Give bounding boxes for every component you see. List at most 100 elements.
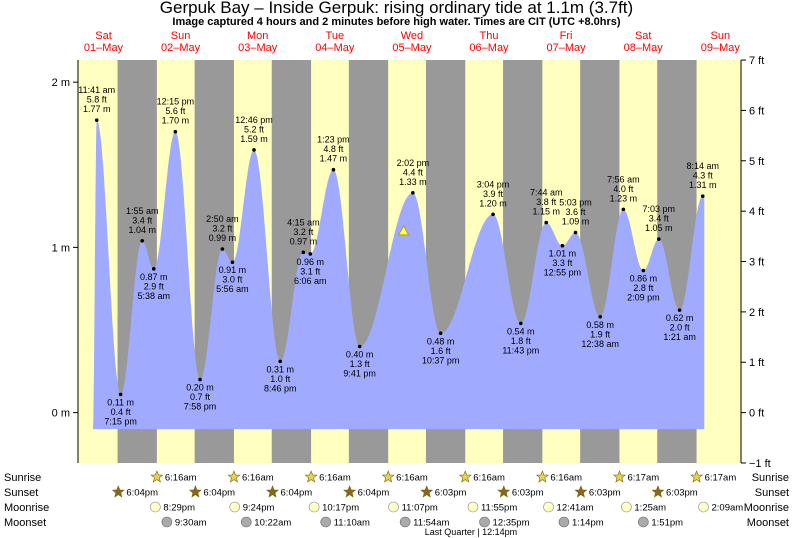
moonset-icon — [320, 516, 332, 528]
sunset-row-label-right: Sunset — [755, 487, 789, 499]
moonrise-icon — [229, 501, 241, 513]
sunrise-icon — [613, 470, 626, 483]
sunrise-time: 6:17am — [627, 473, 659, 484]
extreme-label: 0.31 m — [266, 364, 294, 374]
extreme-label: 4:15 am — [287, 217, 320, 227]
extreme-label: 3.4 ft — [649, 214, 670, 224]
extreme-label: 8:46 pm — [264, 383, 297, 393]
extreme-label: 1.33 m — [399, 177, 427, 187]
extreme-label: 1.6 ft — [431, 346, 452, 356]
extreme-label: 4.8 ft — [323, 144, 344, 154]
extreme-label: 3.4 ft — [132, 215, 153, 225]
extreme-label: 0.97 m — [290, 236, 318, 246]
extreme-label: 1.9 ft — [590, 329, 611, 339]
extreme-label: 2:50 am — [206, 214, 239, 224]
sunrise-time: 6:16am — [319, 473, 351, 484]
right-tick-label: 0 ft — [749, 408, 764, 420]
extreme-point — [357, 344, 362, 349]
extreme-label: 0.40 m — [346, 350, 374, 360]
extreme-label: 1:23 pm — [317, 135, 350, 145]
day-name: Sun — [171, 30, 191, 42]
extreme-label: 3.2 ft — [293, 227, 314, 237]
sunrise-row-label: Sunrise — [4, 472, 41, 484]
day-date: 02–May — [161, 42, 201, 54]
extreme-point — [560, 243, 565, 248]
sunrise-time: 6:16am — [550, 473, 582, 484]
extreme-label: 1.0 ft — [270, 374, 291, 384]
moonrise-icon — [308, 501, 320, 513]
extreme-label: 5.2 ft — [244, 124, 265, 134]
moonset-row-label-right: Moonset — [747, 517, 789, 529]
right-tick-label: 6 ft — [749, 105, 764, 117]
day-name: Sat — [635, 30, 652, 42]
moonset-icon — [399, 516, 411, 528]
extreme-label: 1.8 ft — [511, 336, 532, 346]
extreme-label: 2.0 ft — [670, 323, 691, 333]
day-name: Thu — [480, 30, 499, 42]
extreme-label: 1.31 m — [689, 180, 717, 190]
extreme-label: 7:15 pm — [104, 416, 137, 426]
sunset-time: 6:04pm — [126, 488, 158, 499]
sunset-time: 6:03pm — [589, 488, 621, 499]
extreme-point — [308, 252, 313, 256]
sunset-time: 6:04pm — [358, 488, 390, 499]
day-date: 03–May — [238, 42, 278, 54]
sunrise-time: 6:16am — [396, 473, 428, 484]
extreme-point — [598, 314, 602, 319]
extreme-label: 1.15 m — [532, 207, 560, 217]
extreme-label: 2:02 pm — [397, 158, 430, 168]
right-tick-label: 5 ft — [749, 156, 764, 168]
sunset-icon — [111, 485, 125, 498]
extreme-label: 0.62 m — [666, 313, 694, 323]
extreme-point — [700, 194, 705, 198]
moonrise-icon — [621, 501, 632, 513]
sunrise-time: 6:16am — [242, 473, 274, 484]
moonset-icon — [638, 516, 649, 528]
extreme-label: 1.01 m — [549, 249, 577, 259]
extreme-label: 3:04 pm — [477, 179, 510, 189]
moonrise-time: 11:55pm — [481, 503, 517, 514]
extreme-point — [220, 247, 225, 251]
moonset-row-label: Moonset — [4, 517, 46, 529]
day-name: Mon — [247, 30, 268, 42]
right-tick-label: −1 ft — [749, 458, 771, 470]
moon-phase-note: Last Quarter | 12:14pm — [425, 527, 517, 537]
extreme-label: 11:41 am — [78, 85, 115, 95]
moonrise-time: 1:25am — [634, 503, 666, 514]
extreme-label: 7:03 pm — [643, 204, 676, 214]
sunset-time: 6:03pm — [512, 488, 544, 499]
extreme-label: 3.0 ft — [222, 275, 243, 285]
sunrise-row-label-right: Sunrise — [752, 472, 789, 484]
extreme-label: 1.04 m — [128, 225, 156, 235]
moonrise-icon — [698, 501, 709, 513]
extreme-label: 0.99 m — [209, 233, 237, 243]
day-date: 08–May — [624, 42, 664, 54]
sunset-time: 6:04pm — [281, 488, 313, 499]
extreme-label: 0.86 m — [630, 274, 658, 284]
sunset-row-label: Sunset — [4, 487, 38, 499]
sunset-icon — [343, 485, 357, 498]
day-date: 06–May — [469, 42, 509, 54]
extreme-point — [411, 191, 415, 195]
extreme-label: 3.9 ft — [483, 189, 504, 199]
extreme-label: 5.6 ft — [165, 106, 186, 116]
extreme-point — [438, 331, 443, 336]
extreme-label: 12:38 am — [581, 339, 619, 349]
extreme-label: 7:58 pm — [184, 402, 217, 412]
sunset-icon — [188, 485, 202, 498]
sunset-icon — [497, 485, 511, 498]
day-date: 07–May — [547, 42, 587, 54]
moonset-icon — [479, 516, 490, 528]
moonrise-icon — [388, 501, 399, 513]
extreme-label: 11:43 pm — [502, 345, 539, 355]
extreme-label: 5:38 am — [138, 291, 171, 301]
right-tick-label: 2 ft — [749, 307, 764, 319]
left-tick-label: 0 m — [52, 408, 70, 420]
extreme-label: 4.4 ft — [403, 167, 424, 177]
extreme-label: 5:56 am — [216, 284, 249, 294]
extreme-label: 3.1 ft — [300, 266, 321, 276]
day-date: 04–May — [315, 42, 355, 54]
extreme-label: 1.20 m — [479, 198, 507, 208]
left-tick-label: 1 m — [52, 242, 70, 254]
extreme-label: 5:03 pm — [559, 198, 592, 208]
